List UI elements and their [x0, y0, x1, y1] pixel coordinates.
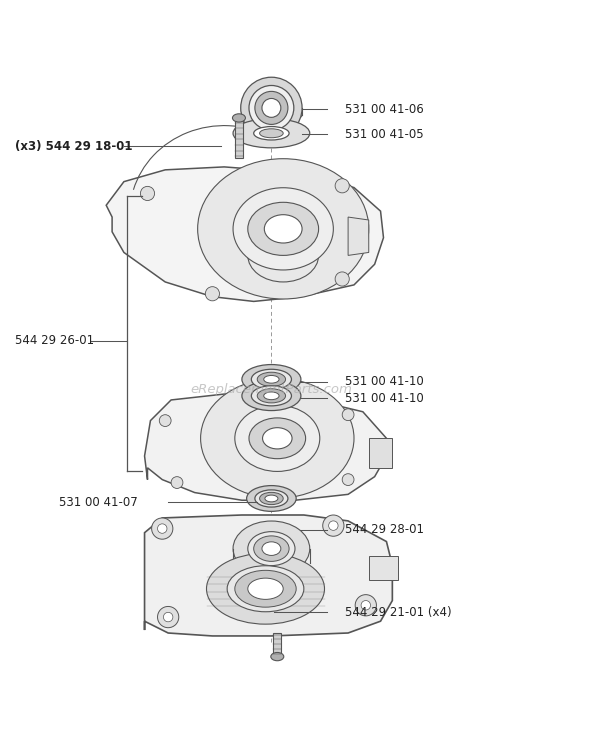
Text: 544 29 28-01: 544 29 28-01 — [345, 523, 424, 537]
Text: (x3) 544 29 18-01: (x3) 544 29 18-01 — [15, 140, 132, 153]
FancyBboxPatch shape — [273, 633, 281, 656]
Ellipse shape — [255, 490, 288, 507]
Ellipse shape — [171, 477, 183, 489]
Text: 531 00 41-07: 531 00 41-07 — [59, 495, 137, 509]
Ellipse shape — [335, 179, 349, 193]
Ellipse shape — [249, 85, 294, 130]
Text: 544 29 21-01 (x4): 544 29 21-01 (x4) — [345, 606, 452, 619]
Ellipse shape — [254, 126, 289, 140]
Ellipse shape — [249, 418, 306, 459]
Ellipse shape — [254, 536, 289, 562]
Ellipse shape — [335, 272, 349, 286]
Polygon shape — [369, 556, 398, 580]
Ellipse shape — [342, 409, 354, 420]
Ellipse shape — [329, 521, 338, 531]
Text: 531 00 41-10: 531 00 41-10 — [345, 375, 424, 388]
Ellipse shape — [323, 515, 344, 537]
Text: eReplacementParts.com: eReplacementParts.com — [191, 384, 352, 396]
Polygon shape — [348, 217, 369, 255]
Ellipse shape — [262, 98, 281, 118]
Polygon shape — [145, 515, 392, 636]
Polygon shape — [145, 394, 386, 501]
Ellipse shape — [163, 612, 173, 622]
Ellipse shape — [233, 521, 310, 576]
Ellipse shape — [251, 386, 291, 406]
Ellipse shape — [242, 381, 301, 411]
Ellipse shape — [260, 129, 283, 137]
Ellipse shape — [355, 595, 376, 616]
Ellipse shape — [264, 392, 279, 400]
FancyBboxPatch shape — [235, 120, 243, 158]
Ellipse shape — [158, 606, 179, 628]
Ellipse shape — [235, 570, 296, 607]
Ellipse shape — [201, 379, 354, 498]
Polygon shape — [106, 167, 384, 301]
Text: 531 00 41-05: 531 00 41-05 — [345, 128, 424, 141]
Polygon shape — [369, 438, 392, 467]
Ellipse shape — [241, 77, 302, 139]
Ellipse shape — [206, 553, 325, 624]
Ellipse shape — [140, 187, 155, 201]
Text: 531 00 41-10: 531 00 41-10 — [345, 392, 424, 405]
Ellipse shape — [205, 287, 219, 301]
Ellipse shape — [263, 428, 292, 449]
Ellipse shape — [342, 473, 354, 486]
Ellipse shape — [233, 187, 333, 270]
Ellipse shape — [251, 369, 291, 390]
Ellipse shape — [248, 531, 295, 566]
Ellipse shape — [152, 518, 173, 539]
Ellipse shape — [257, 389, 286, 403]
Ellipse shape — [247, 486, 296, 512]
Ellipse shape — [198, 159, 369, 299]
Ellipse shape — [260, 492, 283, 505]
Ellipse shape — [233, 118, 310, 148]
Ellipse shape — [248, 578, 283, 599]
Ellipse shape — [361, 600, 371, 610]
Ellipse shape — [264, 215, 302, 243]
Ellipse shape — [271, 653, 284, 661]
Ellipse shape — [158, 524, 167, 534]
Ellipse shape — [265, 495, 278, 502]
Ellipse shape — [262, 542, 281, 556]
Ellipse shape — [242, 365, 301, 394]
Ellipse shape — [248, 202, 319, 255]
Ellipse shape — [227, 566, 304, 612]
Ellipse shape — [159, 415, 171, 426]
Ellipse shape — [255, 91, 288, 124]
Text: 531 00 41-06: 531 00 41-06 — [345, 103, 424, 115]
Ellipse shape — [235, 405, 320, 471]
Text: 544 29 26-01: 544 29 26-01 — [15, 334, 94, 348]
Ellipse shape — [257, 372, 286, 387]
Ellipse shape — [264, 376, 279, 383]
Ellipse shape — [232, 114, 245, 122]
